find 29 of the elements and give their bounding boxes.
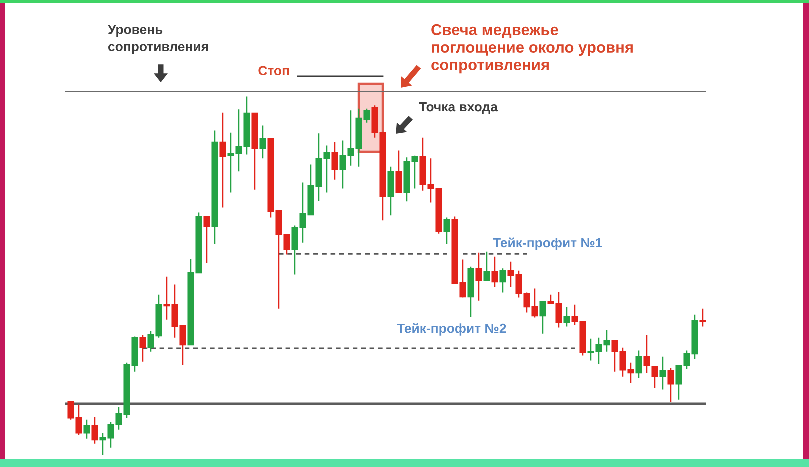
candlestick	[396, 150, 402, 194]
candlestick	[668, 367, 674, 403]
text: Стоп	[258, 66, 290, 76]
candlestick	[252, 112, 258, 190]
text: Свеча медвежье поглощение около уровня сопротивления	[432, 24, 633, 74]
candlestick	[444, 217, 450, 245]
candlestick	[140, 334, 146, 362]
candlestick	[84, 419, 90, 440]
ref-line-label: Уровень сопротивления	[108, 25, 208, 54]
candlestick	[540, 301, 546, 335]
candlestick	[564, 306, 570, 328]
candlestick	[468, 266, 474, 318]
candlestick	[492, 256, 498, 288]
candlestick	[332, 142, 338, 180]
candlestick	[500, 268, 506, 294]
candlestick	[660, 356, 666, 390]
candlestick	[388, 166, 394, 216]
candlestick	[204, 216, 210, 264]
series-label: Тейк-профит №1	[493, 238, 602, 250]
candlestick	[636, 350, 642, 379]
candlestick	[212, 130, 218, 245]
series-label: Тейк-профит №2	[397, 323, 506, 336]
candlestick	[220, 112, 226, 208]
annotation: Точка входа	[419, 102, 498, 114]
candlestick	[700, 308, 706, 328]
candlestick	[476, 252, 482, 302]
candlestick	[484, 251, 490, 282]
candlestick	[260, 125, 266, 160]
candlestick	[92, 416, 98, 445]
